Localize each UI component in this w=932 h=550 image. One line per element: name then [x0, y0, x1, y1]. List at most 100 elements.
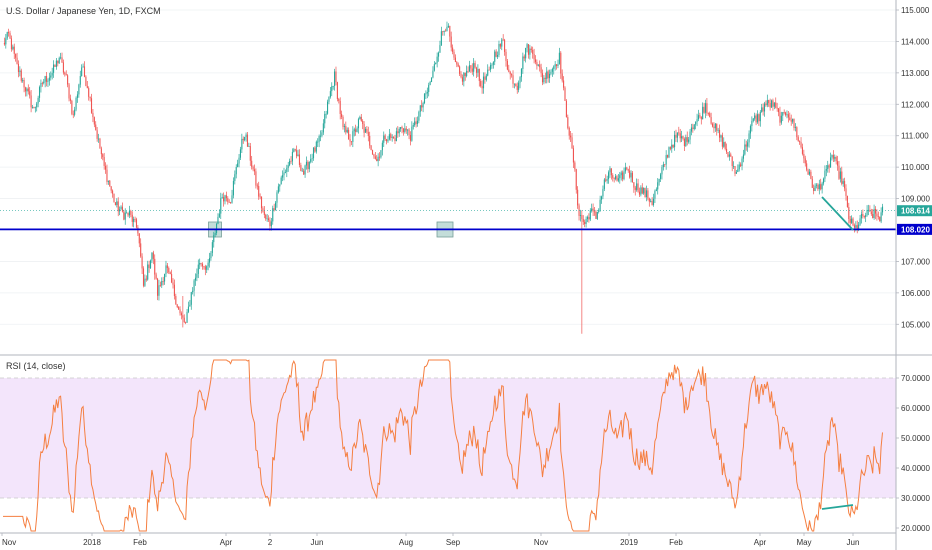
candle-body [277, 186, 279, 193]
candle-body [438, 52, 440, 57]
candle-body [449, 25, 451, 37]
candle-body [829, 157, 832, 168]
candle-body [251, 160, 253, 167]
candle-body [881, 206, 884, 213]
candle-body [155, 274, 157, 279]
candle-body [44, 76, 46, 82]
rsi-axis-label: 30.0000 [901, 494, 930, 503]
candle-body [688, 139, 690, 142]
candle-body [707, 113, 709, 114]
rsi-pane[interactable]: RSI (14, close) [0, 359, 896, 532]
rsi-axis[interactable]: 20.0000 30.0000 40.0000 50.0000 60.0000 70.00… [896, 374, 930, 533]
candle-body [421, 105, 423, 108]
candle-body [363, 124, 365, 133]
candle-body [685, 137, 687, 147]
candle-body [463, 72, 465, 82]
candle-body [430, 77, 433, 82]
candle-body [186, 311, 188, 323]
candle-body [169, 272, 171, 275]
time-axis-label: 2018 [83, 538, 101, 547]
candle-body [137, 227, 139, 234]
candle-body [577, 189, 579, 206]
candle-body [446, 26, 448, 32]
candle-body [203, 266, 205, 268]
candle-body [721, 135, 723, 147]
candle-body [506, 60, 508, 70]
candle-body [83, 66, 86, 77]
candle-body [397, 131, 399, 134]
candle-body [293, 149, 295, 152]
candle-body [369, 135, 371, 146]
candle-body [305, 161, 308, 166]
candle-body [100, 148, 102, 155]
candle-body [775, 102, 777, 108]
candle-body [190, 292, 192, 305]
candle-body [387, 139, 389, 142]
candle-body [227, 198, 229, 202]
candle-body [579, 215, 582, 216]
candle-body [286, 167, 288, 172]
candle-body [142, 268, 145, 286]
candle-body [252, 166, 254, 170]
candle-body [608, 172, 610, 180]
candle-body [835, 157, 837, 162]
candle-body [244, 137, 246, 141]
candle-body [296, 150, 298, 157]
candle-body [782, 112, 784, 116]
candle-body [179, 309, 181, 314]
candle-body [245, 134, 247, 138]
candle-body [686, 137, 688, 142]
price-axis[interactable]: 105.000106.000107.000108.000109.000110.0… [896, 6, 930, 329]
candle-body [82, 66, 84, 68]
candle-body [600, 196, 603, 200]
candle-body [324, 114, 326, 124]
candle-body [253, 169, 256, 172]
candle-body [749, 126, 752, 134]
candle-body [440, 31, 442, 46]
candle-body [852, 218, 854, 226]
candle-body [269, 220, 271, 227]
time-axis[interactable]: Nov 2018 Feb Apr 2 Jun Aug Sep Nov 2019 Feb Apr May J… [1, 533, 859, 547]
candle-body [547, 71, 549, 79]
candle-body [33, 107, 35, 109]
candle-body [267, 218, 270, 221]
candle-body [178, 307, 180, 310]
candle-body [856, 225, 858, 229]
candle-body [582, 219, 584, 222]
candle-body [828, 165, 830, 168]
rsi-band [0, 378, 896, 498]
candle-body [741, 158, 743, 167]
candle-body [593, 211, 596, 213]
candle-body [19, 70, 21, 72]
time-axis-label: Apr [754, 538, 767, 547]
candle-body [763, 103, 766, 112]
time-axis-label: 2019 [620, 538, 638, 547]
candle-body [626, 167, 628, 170]
candle-body [537, 64, 539, 66]
candle-body [335, 71, 337, 83]
candle-body [481, 86, 483, 89]
candle-body [623, 171, 625, 180]
price-pane[interactable]: U.S. Dollar / Japanese Yen, 1D, FXCM [0, 6, 896, 334]
candle-body [711, 123, 714, 127]
candle-body [541, 73, 544, 83]
candle-body [650, 200, 652, 202]
candle-body [719, 129, 721, 138]
candle-body [516, 85, 518, 90]
candle-body [415, 121, 417, 124]
candle-body [30, 95, 32, 108]
time-axis-label: Jun [311, 538, 324, 547]
candle-body [872, 214, 874, 218]
candle-body [744, 144, 746, 155]
time-axis-label: May [796, 538, 811, 547]
candle-body [436, 56, 438, 63]
candle-body [151, 252, 153, 261]
candle-body [633, 182, 635, 188]
candle-body [765, 103, 767, 106]
candle-body [113, 193, 115, 203]
candle-body [3, 42, 5, 45]
candle-body [845, 188, 847, 196]
candle-body [266, 218, 268, 220]
candle-body [106, 169, 108, 182]
